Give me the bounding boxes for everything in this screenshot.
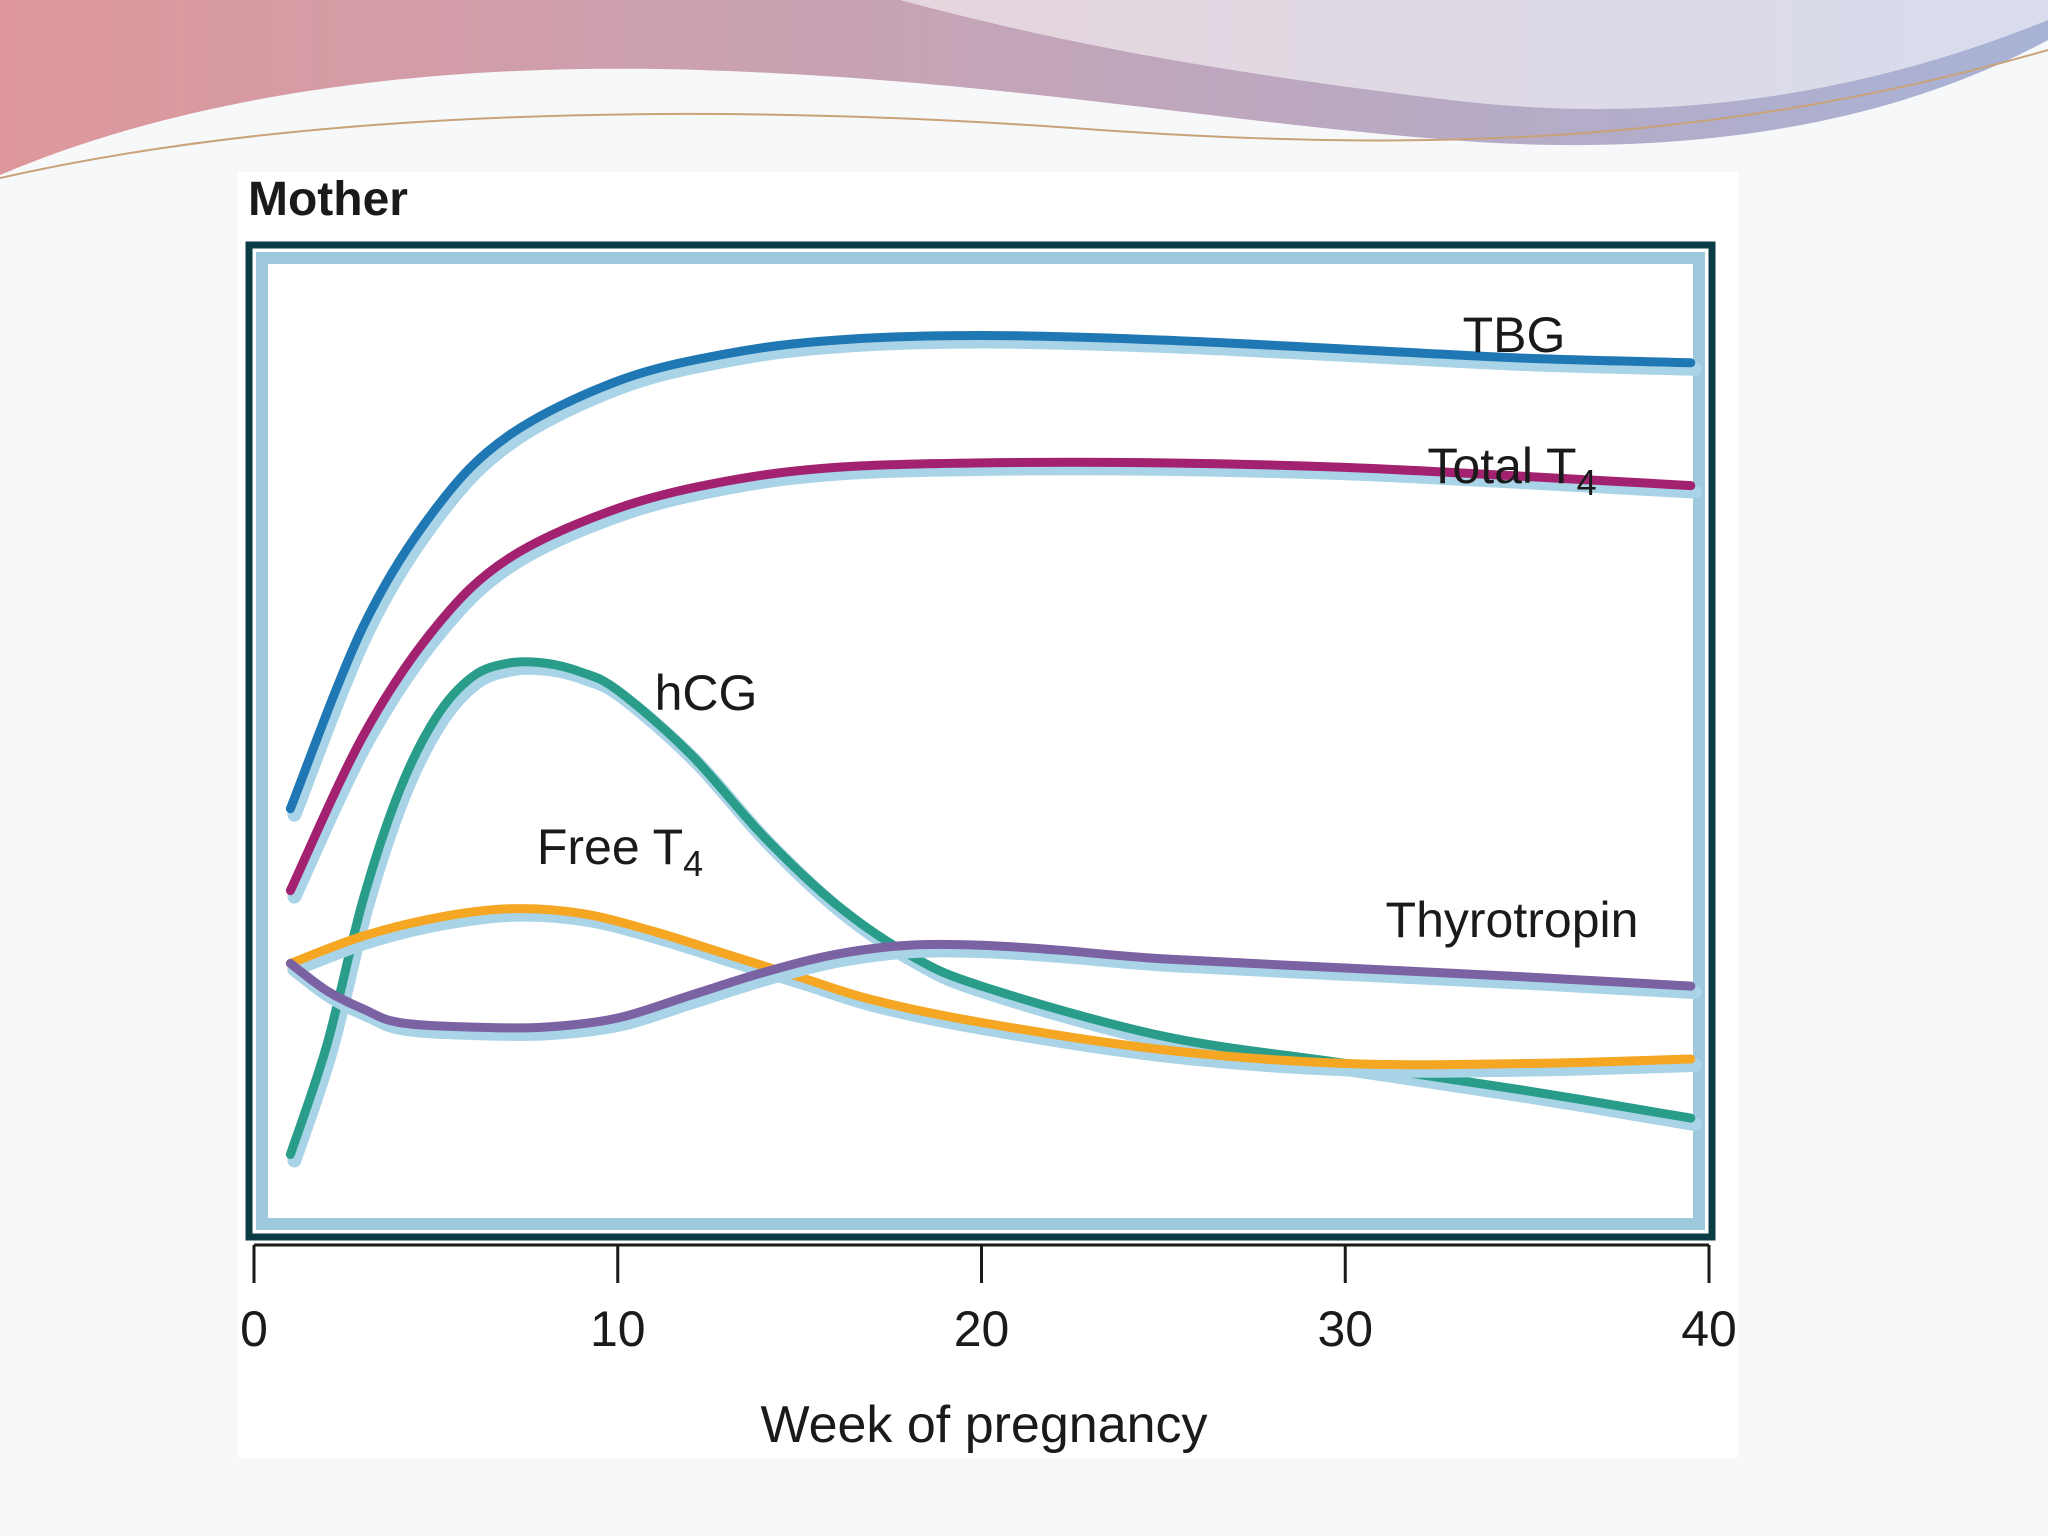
decorative-banner: [0, 0, 2048, 179]
x-tick-label-0: 0: [240, 1301, 268, 1357]
series-shadow-tbg: [287, 334, 1702, 822]
series-layer: [285, 330, 1702, 1168]
curve-label-thyrotropin: Thyrotropin: [1386, 892, 1639, 948]
banner-white-ribbon: [900, 0, 2048, 109]
curve-label-hcg: hCG: [655, 665, 758, 721]
series-shadow-thyrotropin: [287, 943, 1702, 1041]
x-tick-label-40: 40: [1681, 1301, 1737, 1357]
x-tick-label-20: 20: [954, 1301, 1010, 1357]
series-shadow-total-t4: [287, 461, 1702, 904]
plot-frame-inner: [256, 252, 1705, 1230]
curve-label-free-t4: Free T4: [537, 819, 703, 884]
banner-accent-line: [0, 49, 2048, 179]
curve-label-total-t4: Total T4: [1427, 438, 1596, 503]
series-line-hcg: [285, 657, 1696, 1159]
curve-label-tbg: TBG: [1463, 307, 1566, 363]
chart-title: Mother: [248, 173, 408, 226]
series-line-thyrotropin: [285, 939, 1696, 1033]
x-tick-label-30: 30: [1317, 1301, 1373, 1357]
series-line-total-t4: [285, 457, 1696, 896]
series-line-free-t4: [285, 904, 1696, 1070]
annotation-layer: TBG Total T4 hCG Free T4 Thyrotropin: [537, 307, 1639, 948]
series-line-tbg: [285, 330, 1696, 814]
x-axis-label: Week of pregnancy: [760, 1396, 1207, 1454]
x-axis: 0 10 20 30 40: [240, 1243, 1737, 1357]
x-tick-label-10: 10: [590, 1301, 646, 1357]
